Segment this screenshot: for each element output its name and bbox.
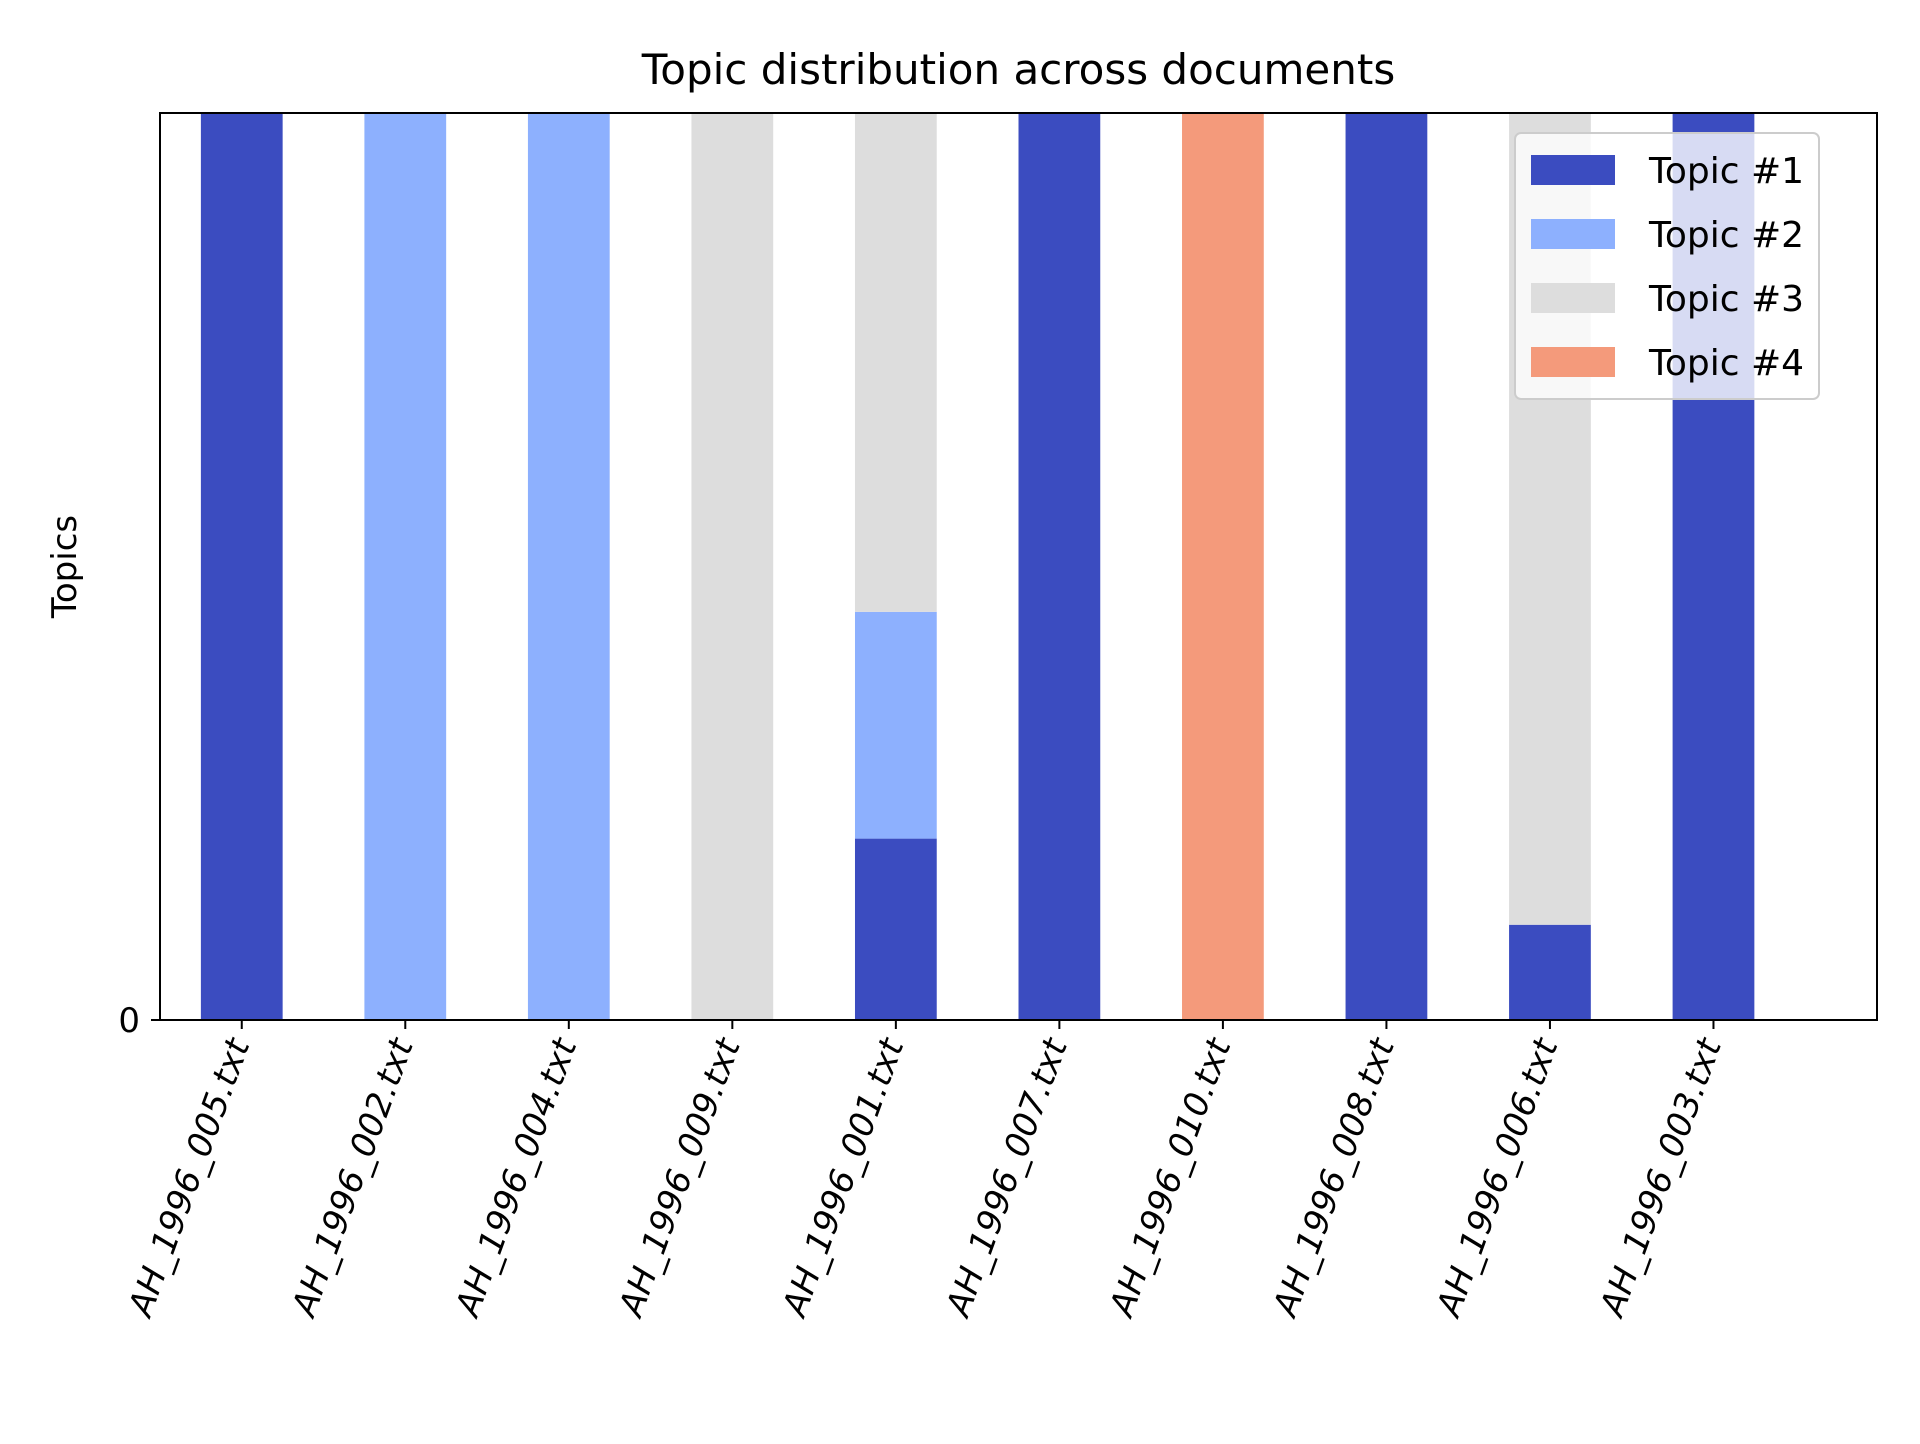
legend-swatch-topic-2 [1531, 219, 1615, 249]
bar-segment-topic-4-doc-7 [1182, 113, 1264, 1020]
legend-swatch-topic-3 [1531, 283, 1615, 313]
bar-segment-topic-1-doc-8 [1345, 113, 1428, 1020]
x-tick-label: AH_1996_001.txt [774, 1032, 913, 1323]
legend-label-topic-1: Topic #1 [1648, 151, 1804, 192]
legend-label-topic-3: Topic #3 [1648, 279, 1804, 320]
bar-segment-topic-1-doc-6 [1018, 113, 1101, 1020]
bar-segment-topic-3-doc-4 [691, 113, 774, 1020]
x-tick-label: AH_1996_006.txt [1428, 1032, 1567, 1323]
legend-swatch-topic-1 [1531, 155, 1615, 185]
bar-segment-topic-1-doc-5 [854, 838, 937, 1020]
legend-swatch-topic-4 [1531, 347, 1615, 377]
bars-layer [200, 113, 1755, 1020]
plot-area-frame [159, 112, 1878, 1021]
axes-layer: AH_1996_005.txt AH_1996_002.txt AH_1996_00… [118, 1001, 1730, 1323]
x-tick-label: AH_1996_007.txt [938, 1032, 1077, 1323]
x-tick-label: AH_1996_004.txt [447, 1032, 586, 1323]
x-tick-label: AH_1996_005.txt [120, 1032, 259, 1323]
bar-segment-topic-1-doc-1 [200, 113, 283, 1020]
bar-segment-topic-2-doc-3 [527, 113, 610, 1020]
legend-box [1514, 132, 1820, 400]
y-axis-label: Topics [45, 515, 85, 619]
x-tick-label: AH_1996_002.txt [284, 1032, 423, 1323]
x-tick-label: AH_1996_003.txt [1592, 1032, 1731, 1323]
bar-segment-topic-2-doc-5 [854, 611, 937, 839]
bar-segment-topic-2-doc-2 [364, 113, 447, 1020]
y-tick-label: 0 [118, 1001, 140, 1041]
bar-segment-topic-3-doc-5 [854, 113, 937, 612]
legend-label-topic-4: Topic #4 [1648, 343, 1804, 384]
x-tick-label: AH_1996_008.txt [1265, 1032, 1404, 1323]
chart-title: Topic distribution across documents [641, 45, 1395, 94]
chart-legend: Topic #1 Topic #2 Topic #3 Topic #4 [1514, 132, 1820, 400]
legend-label-topic-2: Topic #2 [1648, 215, 1804, 256]
x-tick-label: AH_1996_010.txt [1101, 1032, 1240, 1323]
x-tick-label: AH_1996_009.txt [611, 1032, 750, 1323]
bar-segment-topic-1-doc-9 [1509, 924, 1591, 1020]
